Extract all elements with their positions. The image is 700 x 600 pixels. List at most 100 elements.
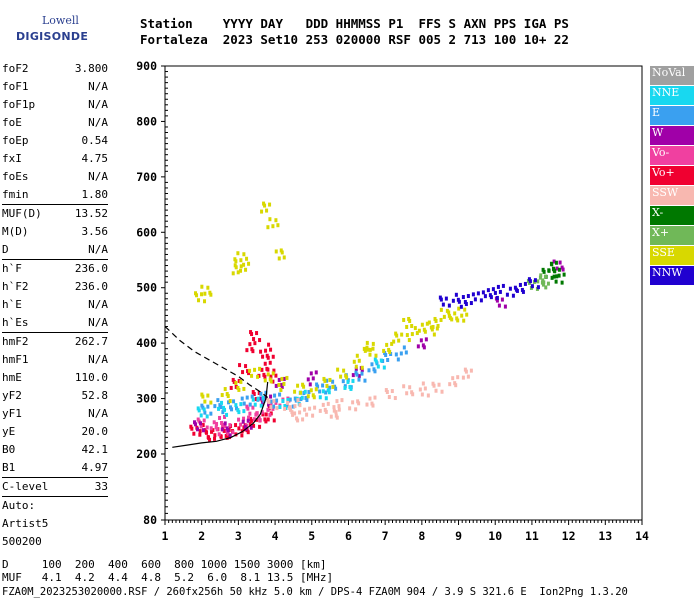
data-point [251,349,255,354]
data-point [436,323,440,328]
data-point [521,289,525,294]
data-point [267,342,271,347]
data-point [217,406,221,411]
data-point [194,422,198,427]
data-point [228,433,232,438]
y-tick-label: 800 [136,114,157,128]
data-point [280,384,284,389]
data-point [476,291,480,296]
data-point [357,401,361,406]
data-point [220,393,224,398]
data-point [456,318,460,323]
data-point [399,351,403,356]
data-point [259,391,263,396]
data-point [461,375,465,380]
param-value: N/A [88,353,108,366]
data-point [268,360,272,365]
data-point [495,298,499,303]
data-point [367,368,371,373]
data-point [307,390,311,395]
data-point [209,426,213,431]
data-point [498,289,502,294]
param-label: foEs [2,170,29,183]
data-point [324,396,328,401]
data-point [231,271,235,276]
data-point [544,285,548,290]
footer-muf-row: MUF 4.1 4.2 4.4 4.8 5.2 6.0 8.1 13.5 [MH… [2,571,334,584]
data-point [203,299,207,304]
data-point [552,259,556,264]
x-tick-label: 11 [525,529,539,543]
data-point [437,382,441,387]
param-label: C-level [2,480,49,493]
param-row: C-level 33 [2,478,108,496]
data-point [260,367,264,372]
data-point [260,209,264,214]
x-tick-label: 4 [272,529,279,543]
data-point [328,377,332,382]
param-separator [2,477,108,478]
data-point [457,299,461,304]
x-tick-label: 14 [635,529,649,543]
param-label: h`E [2,298,22,311]
y-tick-label: 600 [136,225,157,239]
logo-digisonde-text: DIGISONDE [16,30,89,43]
data-point [404,350,408,355]
data-point [285,403,289,408]
data-point [538,275,542,280]
data-point [299,390,303,395]
station-header: Station YYYY DAY DDD HHMMSS P1 FFS S AXN… [140,16,569,48]
param-label: Auto: [2,499,36,512]
data-point [346,379,350,384]
data-point [266,372,270,377]
data-point [419,338,423,343]
data-point [209,411,213,416]
data-point [222,428,226,433]
data-point [400,332,404,337]
data-point [237,387,241,392]
param-row: hmF1 N/A [2,351,108,369]
data-point [252,337,256,342]
data-point [368,347,372,352]
data-point [280,376,284,381]
data-point [283,406,287,411]
data-point [217,432,221,437]
data-point [201,423,205,428]
data-point [314,387,318,392]
data-point [557,273,561,278]
data-point [226,431,230,436]
data-point [303,407,307,412]
data-point [213,433,217,438]
y-tick-label: 80 [143,513,157,527]
data-point [296,398,300,403]
data-point [273,393,277,398]
data-point [264,390,268,395]
data-point [269,405,273,410]
data-point [374,359,378,364]
data-point [219,405,223,410]
data-point [259,349,263,354]
data-point [324,409,328,414]
data-point [332,405,336,410]
data-point [331,384,335,389]
data-point [411,392,415,397]
data-point [253,341,257,346]
data-point [223,414,227,419]
param-value: 13.52 [74,207,108,220]
data-point [251,397,255,402]
data-point [351,400,355,405]
data-point [465,312,469,317]
data-point [539,273,543,278]
data-point [363,348,367,353]
data-point [248,402,252,407]
data-point [413,326,417,331]
data-point [218,415,222,420]
param-value: 3.800 [74,62,108,75]
data-point [247,261,251,266]
data-point [554,279,558,284]
data-point [221,422,225,427]
data-point [274,400,278,405]
data-point [373,395,377,400]
data-point [402,317,406,322]
param-label: hmF1 [2,353,29,366]
